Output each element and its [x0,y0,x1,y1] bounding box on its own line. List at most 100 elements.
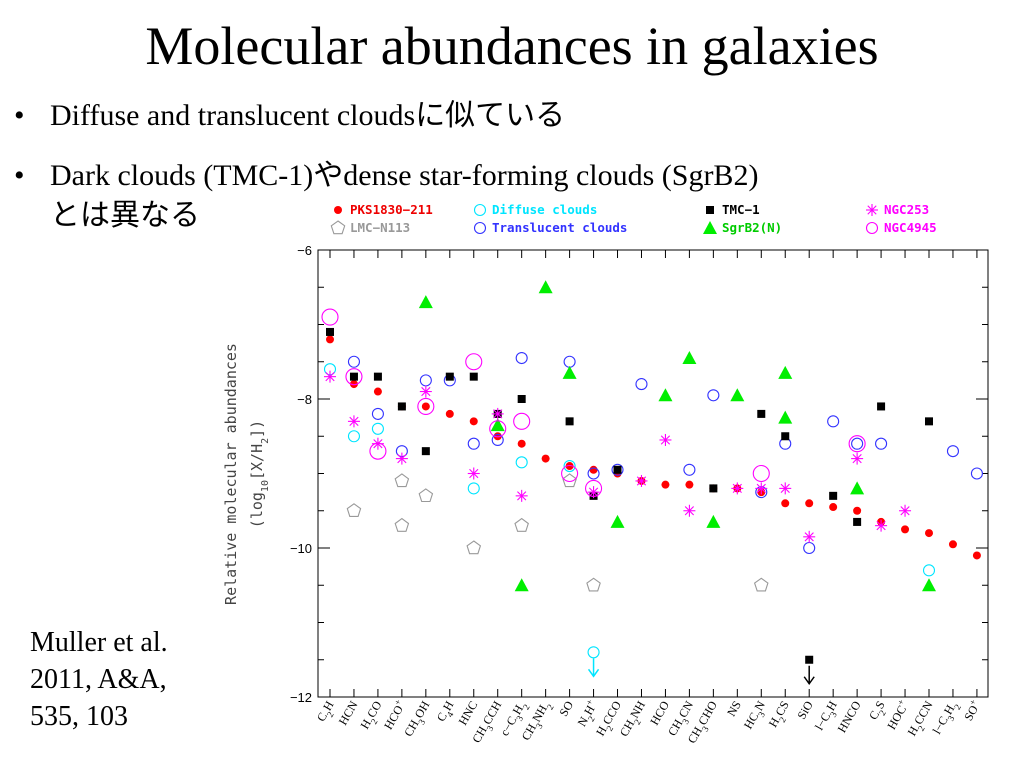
data-point [417,397,435,416]
data-point [445,372,454,381]
legend-marker [330,220,346,235]
data-point [922,564,936,577]
data-point [421,402,430,411]
data-point [467,482,480,495]
legend-marker [473,203,487,217]
series-diffuse-clouds [323,363,936,678]
legend-entry: PKS1830−211 [334,202,433,217]
data-point [371,407,384,420]
data-point [586,577,601,592]
data-point [561,464,579,483]
bullet-item: • Diffuse and translucent cloudsに似ている [14,98,565,134]
data-point [850,481,865,495]
bullet-text-jp: に似ている [415,98,566,133]
bullet-text-continued: とは異なる [50,198,200,233]
data-point [853,506,862,515]
y-tick-label: −12 [290,690,312,705]
data-point [587,467,600,480]
data-point [345,368,363,386]
bullet-marker: • [14,159,25,192]
data-point [347,415,360,428]
x-tick-label: HNC [456,699,481,728]
data-point [563,459,576,473]
data-point [901,525,910,534]
data-point [467,437,480,450]
data-point [851,452,864,465]
data-point [611,463,624,476]
x-tick-label: H2CO [357,698,388,733]
series-ngc4945 [321,308,866,497]
data-point [371,437,384,450]
data-point [469,372,478,381]
data-point [683,463,696,476]
data-point [347,355,361,368]
citation-line: Muller et al. [30,627,168,658]
chart-legend: PKS1830−211 LMC−N113 Diffuse clouds Translu… [330,202,937,235]
data-point [899,504,912,517]
data-point [803,530,816,543]
series-translucent-clouds [347,351,983,555]
data-point [466,540,482,555]
data-point [752,464,770,483]
x-tick-label: CH3NH2 [519,699,556,745]
data-point [730,388,745,402]
data-point [613,465,622,474]
x-tick-label: SiO [794,698,816,721]
data-point [349,372,358,381]
legend-entry: NGC4945 [865,220,937,235]
data-point [585,479,603,497]
bullet-text: dense star-forming clouds (SgrB2) [343,159,759,192]
legend-entry: SgrB2(N) [703,220,782,235]
data-point [324,370,336,383]
data-point [829,491,838,500]
plot-border [317,249,989,698]
data-point [515,351,528,365]
data-point [565,417,574,426]
data-point [515,489,528,502]
data-point [829,503,838,512]
x-tick-label: CH3OH [401,698,436,741]
data-point [394,473,410,488]
data-point [491,433,504,447]
legend-label: NGC253 [884,202,929,217]
data-point [661,480,670,489]
data-point [397,402,406,411]
citation-line: 535, 103 [30,701,128,732]
data-point [706,514,721,528]
bullet-text-jp: や [313,158,344,193]
legend-entry: NGC253 [866,202,929,217]
data-point [778,410,793,424]
y-axis-label-line1: Relative molecular abundances [222,343,240,605]
data-point [491,407,504,420]
data-point [922,578,936,592]
data-point [394,517,410,532]
data-point [853,517,862,526]
data-point [587,646,600,659]
citation-line: 2011, A&A, [30,664,167,695]
legend-label: NGC4945 [884,220,937,235]
x-tick-label: c−C3H2 [497,699,531,741]
data-point [371,422,384,435]
data-point [421,447,430,456]
data-point [827,415,840,428]
data-point [562,473,577,488]
x-tick-label: N2H+ [573,698,604,731]
data-point [538,280,553,294]
data-point [465,353,483,371]
data-point [805,499,814,508]
legend-label: LMC−N113 [350,220,410,235]
legend-marker [703,221,717,234]
data-point [541,454,550,463]
data-point [514,517,529,532]
legend-entry: Translucent clouds [473,220,627,235]
data-point [469,417,478,426]
legend-label: PKS1830−211 [350,202,433,217]
data-point [373,372,382,381]
legend-marker [865,221,879,235]
x-tick-label: HCO [647,698,672,727]
x-tick-label: HNCO [835,698,864,735]
data-layer [321,280,983,686]
slide-title: Molecular abundances in galaxies [145,16,879,76]
data-point [418,295,433,309]
